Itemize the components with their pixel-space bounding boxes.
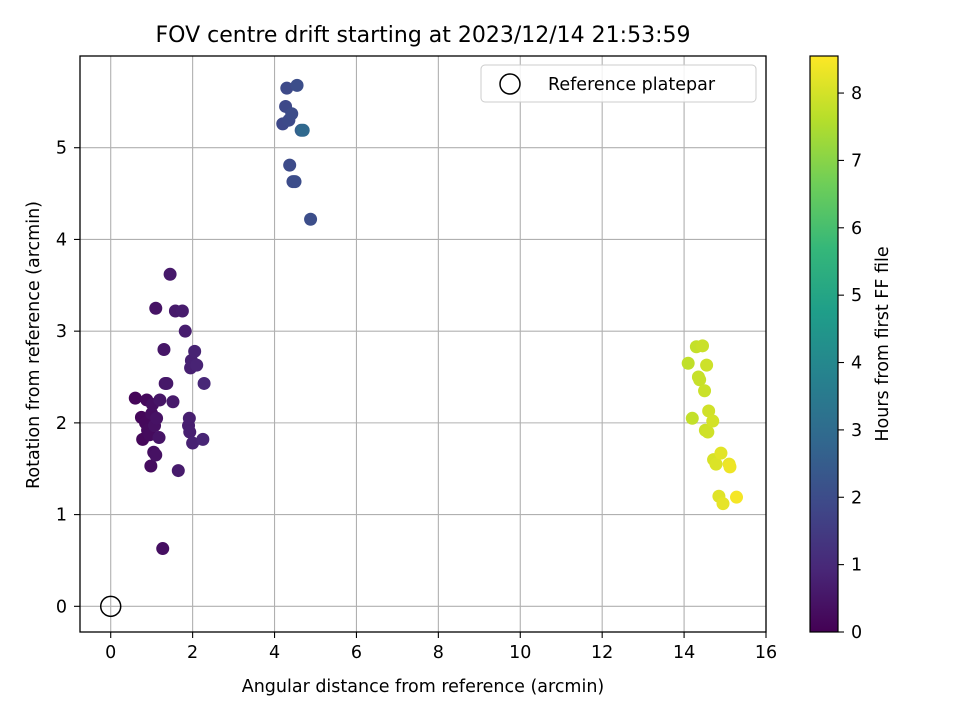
colorbar-frame [809, 55, 839, 633]
colorbar-tick-label: 4 [851, 354, 862, 374]
data-point [290, 78, 304, 92]
data-point [698, 384, 712, 398]
data-point [700, 358, 714, 372]
data-point [693, 373, 707, 387]
data-point [283, 158, 297, 172]
data-point [304, 212, 318, 226]
data-point [153, 393, 167, 407]
x-tick-label: 2 [187, 643, 198, 663]
x-tick-label: 0 [105, 643, 116, 663]
data-point [186, 436, 200, 450]
colorbar-tick-label: 1 [851, 556, 862, 576]
data-point [166, 395, 180, 409]
data-point [702, 404, 716, 418]
data-point [709, 457, 723, 471]
colorbar-tick-label: 0 [851, 623, 862, 643]
data-point [196, 432, 210, 446]
data-point [723, 460, 737, 474]
data-points [128, 78, 744, 556]
x-tick-label: 8 [433, 643, 444, 663]
colorbar-tick-label: 7 [851, 151, 862, 171]
x-tick-label: 6 [351, 643, 362, 663]
colorbar: 0 1 2 3 4 5 6 7 8 Hours from first FF file [809, 55, 893, 643]
y-tick-label: 5 [56, 139, 67, 159]
colorbar-tick-label: 3 [851, 421, 862, 441]
y-tick-label: 3 [56, 322, 67, 342]
x-tick-label: 10 [509, 643, 531, 663]
x-tick-label: 4 [269, 643, 280, 663]
data-point [175, 304, 189, 318]
colorbar-tick-label: 2 [851, 488, 862, 508]
data-point [288, 175, 302, 189]
data-point [701, 425, 715, 439]
legend-box [480, 64, 757, 103]
data-point [280, 81, 294, 95]
legend-entry-reference: Reference platepar [548, 75, 716, 95]
reference-marker-layer [99, 595, 122, 618]
colorbar-ticks: 0 1 2 3 4 5 6 7 8 [838, 84, 862, 643]
data-point [157, 343, 171, 357]
x-tick-label: 14 [673, 643, 695, 663]
y-tick-label: 1 [56, 506, 67, 526]
data-point [696, 339, 710, 353]
y-axis-ticks: 0 1 2 3 4 5 [56, 139, 80, 617]
data-point [285, 107, 299, 121]
colorbar-tick-label: 5 [851, 286, 862, 306]
data-point [183, 425, 197, 439]
data-point [152, 431, 166, 445]
data-point [150, 411, 164, 425]
data-point [685, 411, 699, 425]
colorbar-tick-label: 8 [851, 84, 862, 104]
plot-frame [79, 55, 767, 633]
data-point [190, 358, 204, 372]
x-axis-label: Angular distance from reference (arcmin) [242, 677, 605, 697]
x-tick-label: 12 [591, 643, 613, 663]
chart-title: FOV centre drift starting at 2023/12/14 … [156, 23, 691, 48]
data-point [178, 324, 192, 338]
data-point [149, 448, 163, 462]
data-point [730, 490, 744, 504]
x-tick-label: 16 [755, 643, 777, 663]
data-point [706, 414, 720, 428]
y-tick-label: 2 [56, 414, 67, 434]
data-point [149, 301, 163, 315]
data-point [182, 411, 196, 425]
data-point [188, 344, 202, 358]
x-axis-ticks: 0 2 4 6 8 10 12 14 16 [105, 632, 777, 663]
data-point [714, 446, 728, 460]
data-point [163, 267, 177, 281]
data-point [171, 464, 185, 478]
data-point [156, 542, 170, 556]
plot-background [80, 56, 766, 632]
legend-reference-marker-icon [499, 73, 521, 95]
y-tick-label: 4 [56, 230, 67, 250]
data-point [681, 356, 695, 370]
data-point [128, 391, 142, 405]
colorbar-tick-label: 6 [851, 219, 862, 239]
y-tick-label: 0 [56, 597, 67, 617]
data-point [197, 376, 211, 390]
colorbar-gradient [810, 56, 838, 632]
data-point [716, 497, 730, 511]
legend: Reference platepar [480, 64, 757, 103]
reference-platepar-marker [99, 595, 122, 618]
data-point [296, 123, 310, 137]
data-point [160, 376, 174, 390]
data-point [144, 459, 158, 473]
y-axis-label: Rotation from reference (arcmin) [24, 201, 44, 489]
colorbar-label: Hours from first FF file [873, 246, 893, 441]
